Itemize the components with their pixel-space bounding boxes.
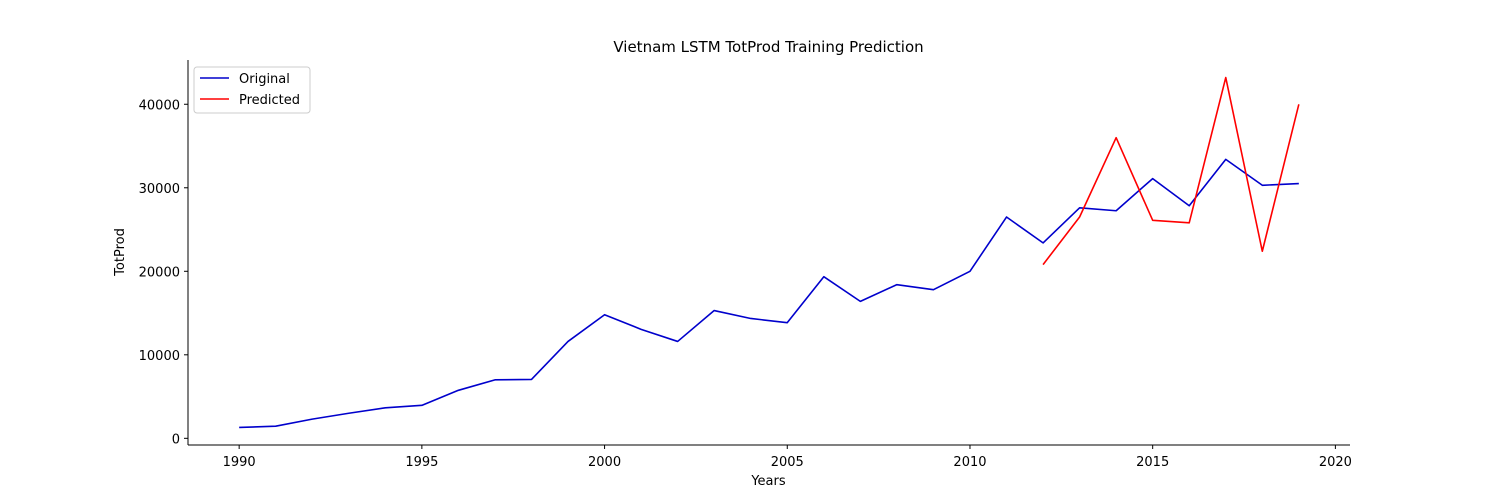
x-tick-label: 2000	[588, 455, 621, 470]
legend: Original Predicted	[193, 66, 311, 114]
x-tick-label: 2015	[1136, 455, 1169, 470]
series-lines	[239, 76, 1300, 429]
y-axis-label: TotProd	[113, 228, 128, 277]
y-tick-label: 20000	[139, 265, 180, 280]
x-tick-label: 2020	[1319, 455, 1352, 470]
axis-ticks: 1990 1995 2000 2005 2010 2015 2020 0 10000 20000 3…	[139, 98, 1352, 470]
y-tick-label: 0	[172, 432, 180, 447]
chart-title: Vietnam LSTM TotProd Training Prediction	[613, 38, 923, 56]
legend-label-predicted: Predicted	[239, 93, 300, 108]
series-line-predicted	[1042, 76, 1300, 266]
x-tick-label: 1990	[223, 455, 256, 470]
y-tick-label: 40000	[139, 98, 180, 113]
x-tick-label: 2010	[953, 455, 986, 470]
series-line-original	[239, 158, 1299, 429]
x-tick-label: 1995	[405, 455, 438, 470]
x-tick-label: 2005	[771, 455, 804, 470]
y-tick-label: 10000	[139, 349, 180, 364]
y-tick-label: 30000	[139, 182, 180, 197]
legend-label-original: Original	[239, 72, 290, 87]
x-axis-label: Years	[750, 474, 786, 489]
